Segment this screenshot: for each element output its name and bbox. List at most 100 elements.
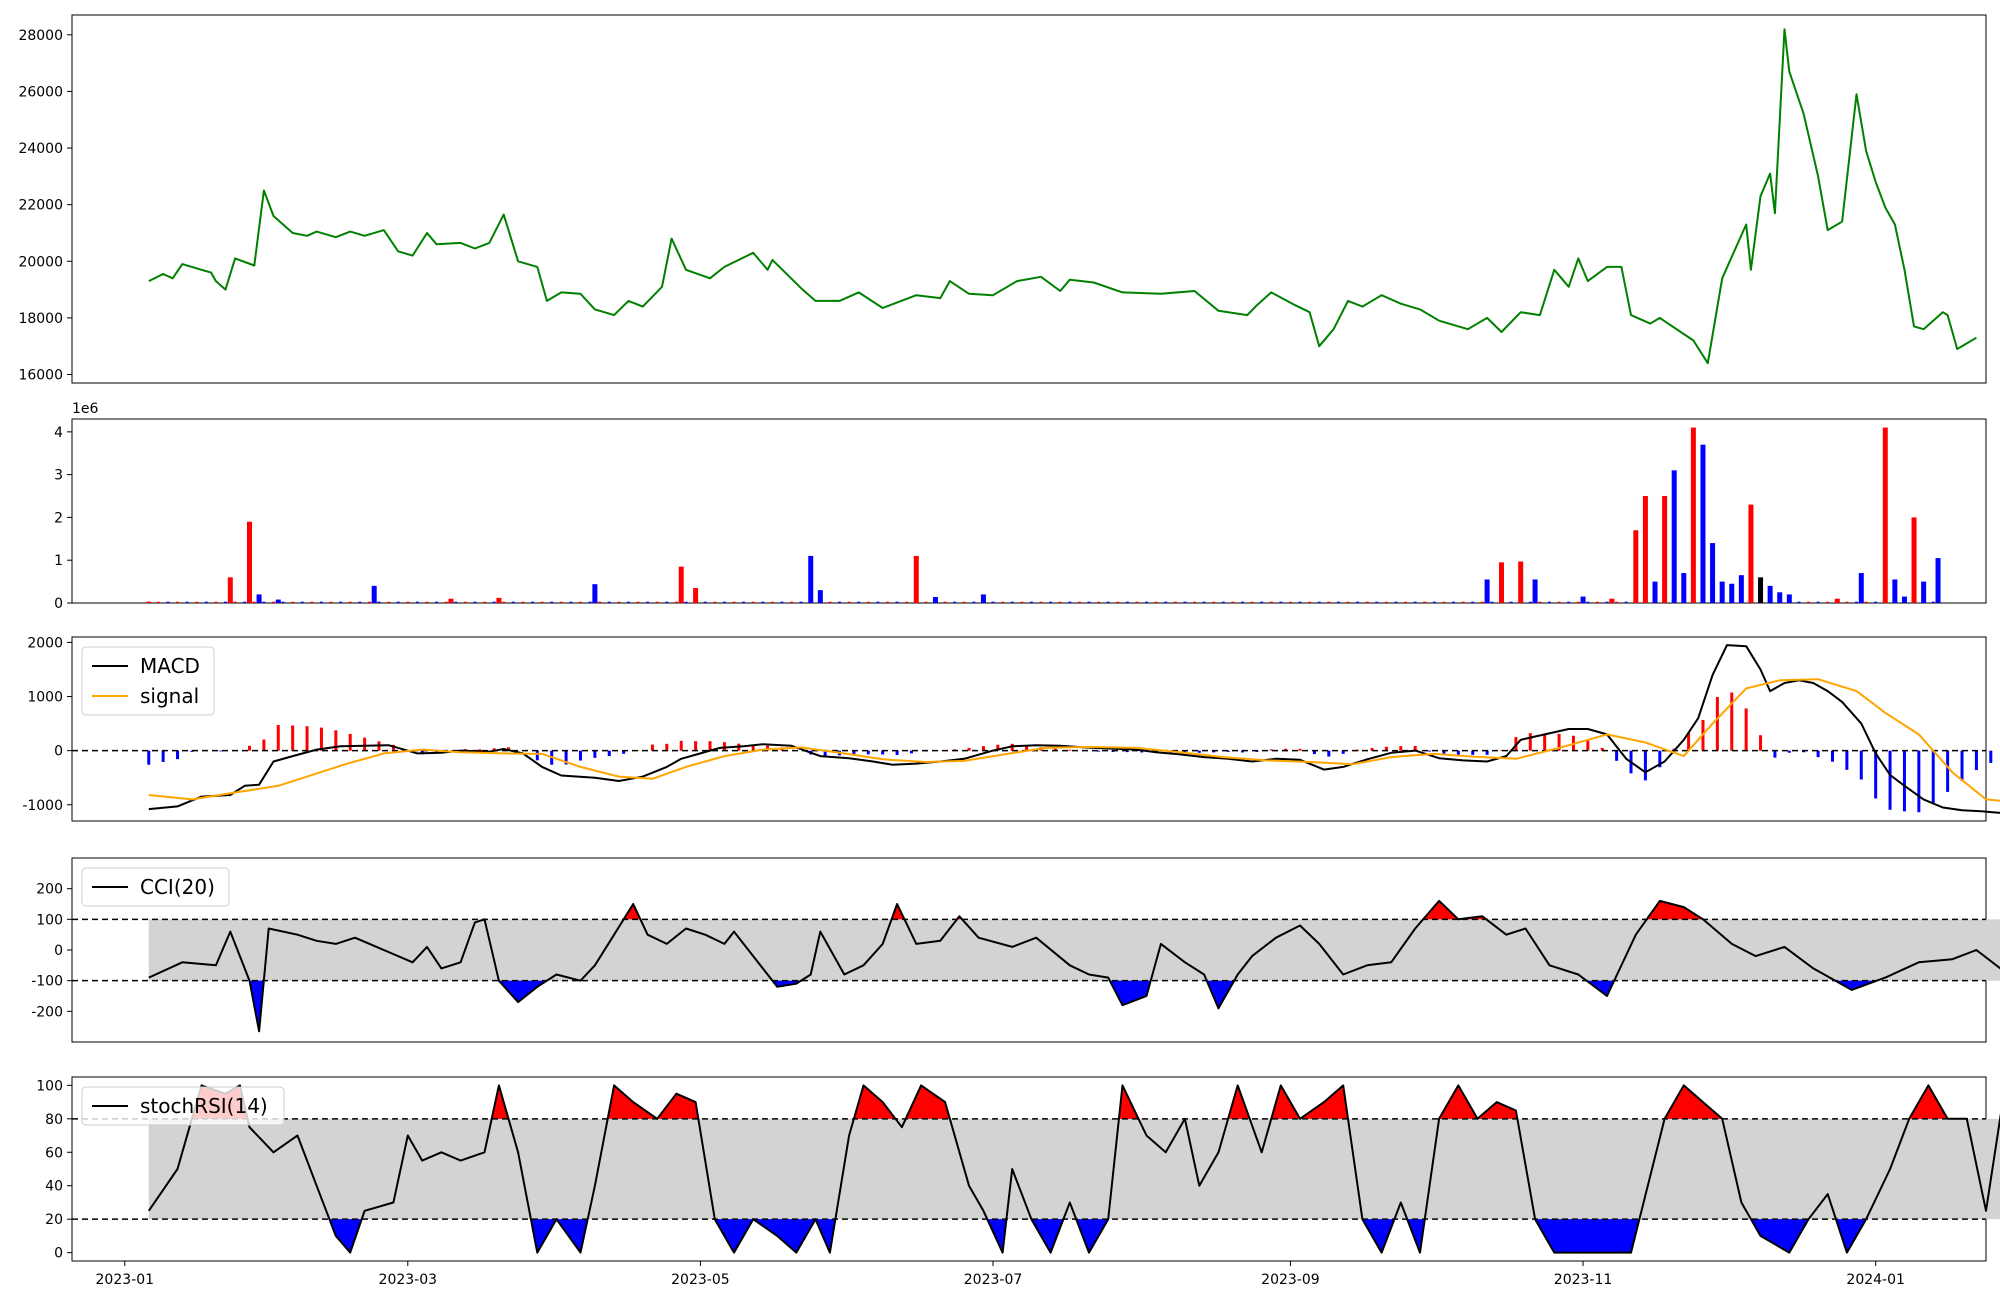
volume-bar-small (1548, 602, 1551, 603)
volume-bar-small (896, 602, 899, 603)
volume-bar-small (972, 602, 975, 603)
volume-bar-small (828, 602, 831, 603)
stochrsi-band-fill (149, 1119, 2000, 1219)
y-tick-label: 22000 (18, 198, 63, 214)
volume-bar (448, 599, 453, 603)
volume-bar-small (704, 602, 707, 603)
volume-bar-small (301, 602, 304, 603)
volume-bar (1758, 577, 1763, 603)
volume-bar-small (1241, 602, 1244, 603)
volume-bar-small (1260, 602, 1263, 603)
volume-bar-small (550, 602, 553, 603)
volume-bar (1691, 428, 1696, 603)
macd-histogram-bar (147, 751, 150, 765)
volume-bar-small (339, 602, 342, 603)
volume-bar-small (435, 602, 438, 603)
volume-bar-small (1442, 602, 1445, 603)
volume-bar (933, 597, 938, 603)
volume-bar (276, 600, 281, 603)
macd-histogram-bar (1860, 751, 1863, 780)
macd-histogram-bar (1428, 751, 1431, 752)
volume-bar-small (282, 602, 285, 603)
volume-bar (1499, 562, 1504, 603)
volume-bar-small (330, 602, 333, 603)
legend-label: signal (140, 684, 199, 708)
volume-bar-small (1404, 602, 1407, 603)
macd-histogram-bar (1773, 751, 1776, 758)
volume-bar-small (569, 602, 572, 603)
macd-histogram-bar (277, 725, 280, 751)
volume-bar (1518, 561, 1523, 603)
volume-bar-small (579, 602, 582, 603)
volume-bar (1835, 599, 1840, 603)
volume-bar-small (1011, 602, 1014, 603)
macd-histogram-bar (1543, 734, 1546, 751)
volume-bar-small (397, 602, 400, 603)
y-tick-label: 20000 (18, 254, 63, 270)
volume-bar-small (531, 602, 534, 603)
volume-bar-small (589, 602, 592, 603)
volume-bar (1892, 579, 1897, 603)
volume-bar-small (800, 602, 803, 603)
macd-histogram-bar (1903, 751, 1906, 812)
volume-bar-small (1490, 602, 1493, 603)
volume-bar-small (291, 602, 294, 603)
macd-histogram-bar (1932, 751, 1935, 804)
macd-histogram-bar (1327, 751, 1330, 757)
volume-bar-small (1318, 602, 1321, 603)
volume-bar-small (310, 602, 313, 603)
volume-bar-small (1615, 602, 1618, 603)
macd-histogram-bar (262, 740, 265, 751)
volume-bar-small (761, 602, 764, 603)
macd-histogram-bar (1615, 751, 1618, 761)
volume-bar-small (1068, 602, 1071, 603)
macd-histogram-bar (1788, 751, 1791, 753)
macd-histogram-bar (1989, 751, 1992, 763)
volume-bar-small (445, 602, 448, 603)
volume-bar-small (1087, 602, 1090, 603)
y-tick-label: 200 (36, 882, 63, 898)
macd-histogram-bar (694, 741, 697, 750)
macd-histogram-bar (1644, 751, 1647, 781)
volume-bar-small (723, 602, 726, 603)
volume-bar-small (1577, 602, 1580, 603)
volume-bar-small (473, 602, 476, 603)
volume-bar-small (214, 602, 217, 603)
volume-bar-small (752, 602, 755, 603)
macd-histogram-bar (608, 751, 611, 756)
y-tick-label: 20 (45, 1212, 63, 1228)
volume-bar (1633, 530, 1638, 603)
y-tick-label: 24000 (18, 141, 63, 157)
volume-bar-small (1845, 602, 1848, 603)
y-tick-label: -100 (31, 974, 63, 990)
y-tick-label: 18000 (18, 311, 63, 327)
y-tick-label: 4 (54, 425, 63, 441)
macd-histogram-bar (1874, 751, 1877, 799)
volume-bar-small (502, 602, 505, 603)
volume-bar-small (1212, 602, 1215, 603)
volume-bar-small (253, 602, 256, 603)
volume-bar-small (598, 602, 601, 603)
volume-bar-small (1433, 602, 1436, 603)
macd-histogram-bar (1586, 740, 1589, 751)
volume-bar (1672, 470, 1677, 603)
volume-bar (914, 556, 919, 603)
y-tick-label: 100 (36, 1078, 63, 1094)
volume-bar-small (732, 602, 735, 603)
volume-bar (1859, 573, 1864, 603)
volume-bar (146, 602, 151, 603)
volume-bar (228, 577, 233, 603)
macd-histogram-bar (1817, 751, 1820, 757)
volume-bar (1533, 579, 1538, 603)
y-tick-label: 2 (54, 510, 63, 526)
volume-bar-small (1481, 602, 1484, 603)
volume-bar (496, 598, 501, 603)
volume-bar-small (166, 602, 169, 603)
volume-bar-small (857, 602, 860, 603)
macd-histogram-bar (1889, 751, 1892, 810)
volume-bar-small (1462, 602, 1465, 603)
volume-bar (1921, 582, 1926, 603)
volume-bar-small (713, 602, 716, 603)
y-tick-label: -1000 (22, 798, 63, 814)
macd-histogram-bar (1529, 733, 1532, 750)
